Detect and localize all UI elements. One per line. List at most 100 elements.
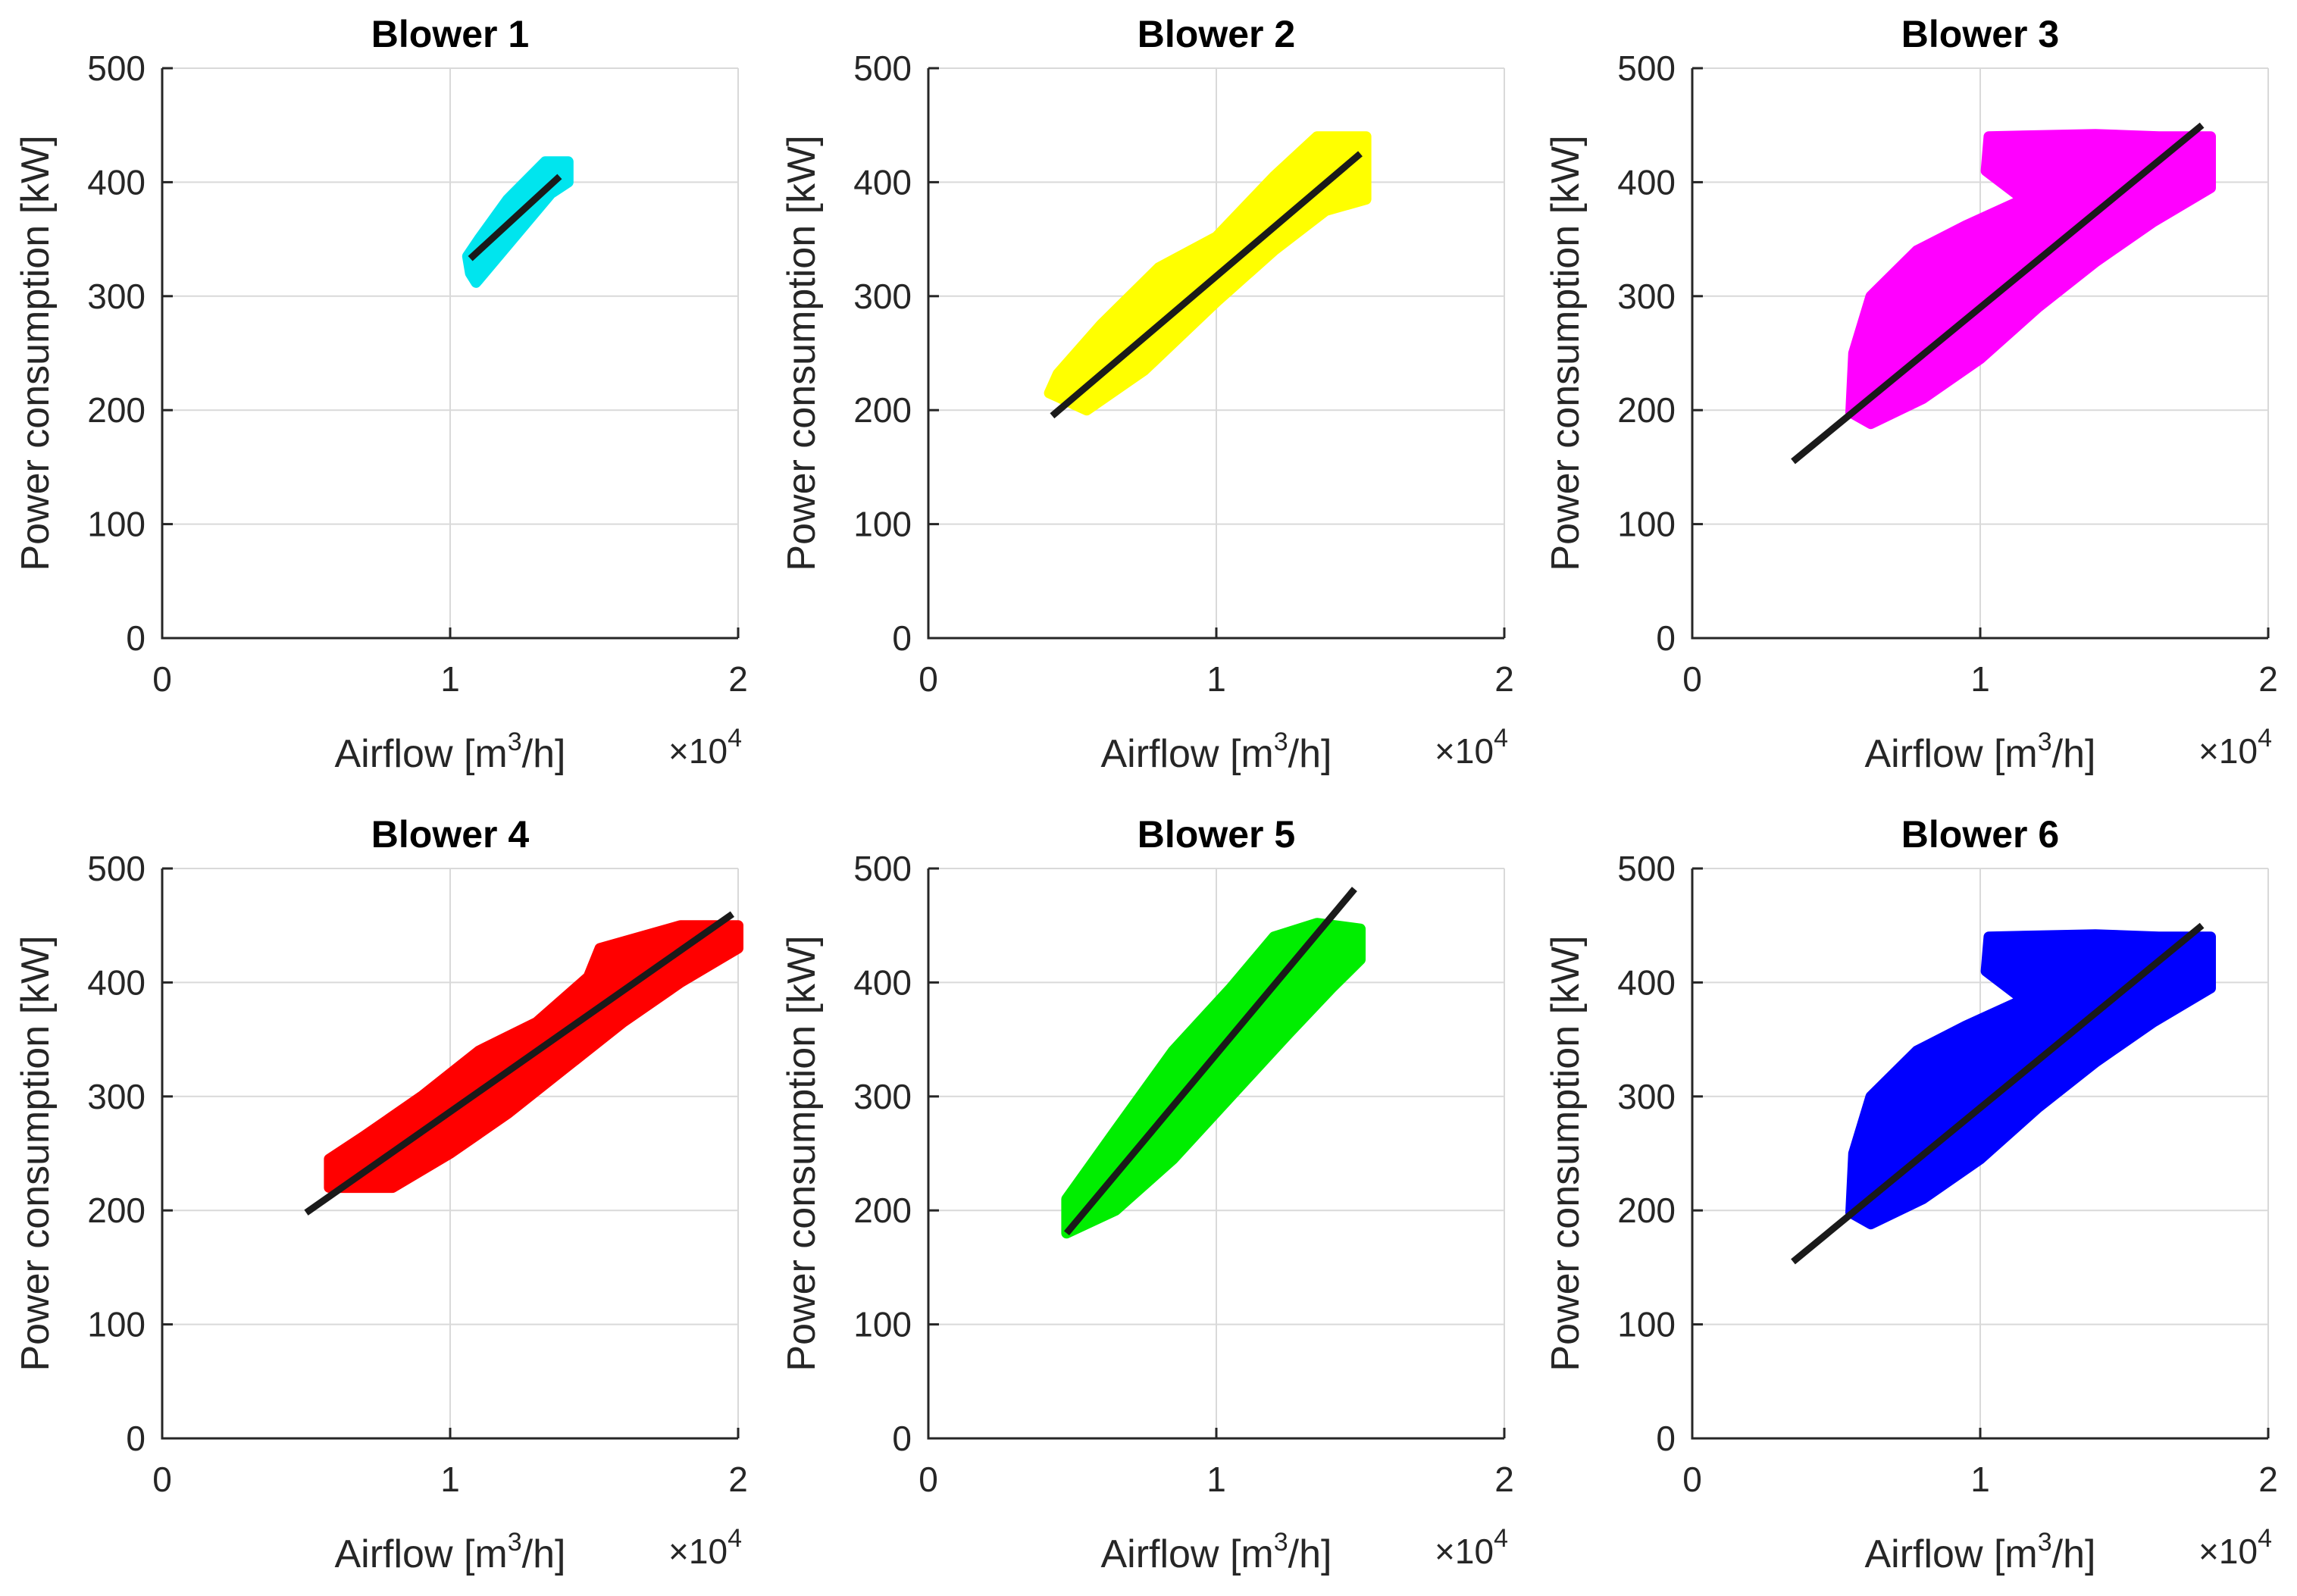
x-multiplier: ×104 bbox=[668, 724, 742, 771]
y-axis-label: Power consumption [kW] bbox=[14, 135, 58, 571]
y-tick-label: 300 bbox=[87, 277, 146, 316]
y-axis-label: Power consumption [kW] bbox=[780, 135, 824, 571]
x-axis-label-pre: Airflow [m bbox=[1101, 732, 1274, 776]
y-tick-label: 400 bbox=[87, 962, 146, 1002]
scatter-points bbox=[1845, 929, 2216, 1230]
y-tick-label: 200 bbox=[853, 1191, 912, 1230]
scatter-points bbox=[1044, 131, 1372, 416]
y-tick-label: 400 bbox=[1617, 162, 1676, 202]
y-tick-label: 300 bbox=[853, 277, 912, 316]
chart-title: Blower 3 bbox=[1901, 13, 2059, 55]
x-tick-label: 0 bbox=[152, 659, 172, 699]
x-tick-label: 1 bbox=[1206, 659, 1226, 699]
x-axis-label-pre: Airflow [m bbox=[1865, 732, 2038, 776]
x-axis-label: Airflow [m3/h] bbox=[335, 728, 566, 776]
y-tick-label: 0 bbox=[126, 1419, 146, 1458]
x-multiplier-exp: 4 bbox=[728, 1524, 742, 1553]
x-tick-label: 1 bbox=[1970, 659, 1990, 699]
x-multiplier-exp: 4 bbox=[2258, 1524, 2272, 1553]
y-tick-label: 400 bbox=[87, 162, 146, 202]
x-multiplier: ×104 bbox=[668, 1524, 742, 1571]
x-axis-label: Airflow [m3/h] bbox=[1101, 1528, 1332, 1576]
y-tick-label: 100 bbox=[87, 1305, 146, 1344]
scatter-points bbox=[1061, 918, 1366, 1239]
x-axis-label-pre: Airflow [m bbox=[335, 732, 508, 776]
fit-line bbox=[1791, 922, 2205, 1265]
y-tick-label: 100 bbox=[853, 1305, 912, 1344]
x-tick-label: 2 bbox=[728, 659, 748, 699]
x-tick-label: 1 bbox=[1206, 1460, 1226, 1499]
x-multiplier-base: ×10 bbox=[668, 1532, 728, 1571]
x-axis-label-sup: 3 bbox=[508, 728, 522, 756]
y-axis-label: Power consumption [kW] bbox=[1544, 935, 1588, 1371]
y-tick-label: 400 bbox=[853, 162, 912, 202]
x-tick-label: 1 bbox=[440, 659, 460, 699]
x-axis-label-sup: 3 bbox=[2038, 1528, 2052, 1557]
y-tick-label: 500 bbox=[853, 49, 912, 88]
x-multiplier-exp: 4 bbox=[1494, 724, 1508, 753]
x-axis-label-sup: 3 bbox=[508, 1528, 522, 1557]
x-multiplier-base: ×10 bbox=[668, 731, 728, 771]
x-tick-label: 0 bbox=[1682, 1460, 1702, 1499]
chart-panel: 0 1 2 0 100 200 300 400 500 Blower 2 Airflow [m3/h… bbox=[780, 13, 1514, 776]
y-tick-label: 100 bbox=[1617, 1305, 1676, 1344]
y-tick-label: 200 bbox=[87, 390, 146, 430]
y-tick-label: 100 bbox=[1617, 505, 1676, 544]
y-tick-label: 500 bbox=[87, 849, 146, 888]
x-tick-label: 1 bbox=[1970, 1460, 1990, 1499]
chart-panel: 0 1 2 0 100 200 300 400 500 Blower 3 Airflow [m3/h… bbox=[1544, 13, 2278, 776]
y-tick-label: 300 bbox=[1617, 277, 1676, 316]
y-axis-label: Power consumption [kW] bbox=[780, 935, 824, 1371]
x-multiplier: ×104 bbox=[1435, 724, 1508, 771]
x-axis-label-pre: Airflow [m bbox=[1865, 1532, 2038, 1576]
x-tick-label: 2 bbox=[1494, 659, 1514, 699]
x-tick-label: 2 bbox=[2258, 659, 2278, 699]
x-tick-label: 0 bbox=[918, 1460, 938, 1499]
x-multiplier-base: ×10 bbox=[2198, 1532, 2258, 1571]
chart-title: Blower 1 bbox=[371, 13, 529, 55]
x-multiplier-exp: 4 bbox=[2258, 724, 2272, 753]
y-axis-label: Power consumption [kW] bbox=[14, 935, 58, 1371]
chart-title: Blower 6 bbox=[1901, 813, 2059, 856]
x-multiplier-base: ×10 bbox=[1435, 1532, 1494, 1571]
chart-panel: 0 1 2 0 100 200 300 400 500 Blower 1 Airflow [m3/h… bbox=[14, 13, 748, 776]
fit-line bbox=[1791, 122, 2205, 465]
y-tick-label: 200 bbox=[87, 1191, 146, 1230]
chart-panel: 0 1 2 0 100 200 300 400 500 Blower 6 Airflow [m3/h… bbox=[1544, 813, 2278, 1576]
y-axis-label: Power consumption [kW] bbox=[1544, 135, 1588, 571]
x-multiplier-exp: 4 bbox=[728, 724, 742, 753]
x-multiplier-base: ×10 bbox=[2198, 731, 2258, 771]
x-axis-label-post: /h] bbox=[1288, 1532, 1332, 1576]
x-axis-label: Airflow [m3/h] bbox=[1865, 1528, 2096, 1576]
x-axis-label-pre: Airflow [m bbox=[1101, 1532, 1274, 1576]
scatter-points bbox=[1845, 129, 2216, 430]
x-axis-label-sup: 3 bbox=[1274, 1528, 1288, 1557]
x-axis-label-post: /h] bbox=[2052, 1532, 2096, 1576]
x-axis-label-sup: 3 bbox=[2038, 728, 2052, 756]
y-tick-label: 0 bbox=[892, 618, 912, 658]
x-axis-label: Airflow [m3/h] bbox=[1101, 728, 1332, 776]
y-tick-label: 0 bbox=[1656, 618, 1676, 658]
x-axis-label-post: /h] bbox=[1288, 732, 1332, 776]
chart-title: Blower 2 bbox=[1138, 13, 1295, 55]
x-axis-label-post: /h] bbox=[522, 1532, 566, 1576]
fit-line bbox=[1063, 887, 1357, 1236]
x-multiplier: ×104 bbox=[1435, 1524, 1508, 1571]
y-tick-label: 200 bbox=[853, 390, 912, 430]
x-axis-label-post: /h] bbox=[522, 732, 566, 776]
x-multiplier: ×104 bbox=[2198, 1524, 2272, 1571]
y-tick-label: 300 bbox=[1617, 1077, 1676, 1116]
y-tick-label: 500 bbox=[1617, 49, 1676, 88]
y-tick-label: 400 bbox=[853, 962, 912, 1002]
fit-line bbox=[468, 174, 562, 261]
fit-line bbox=[1050, 151, 1363, 419]
x-axis-label-sup: 3 bbox=[1274, 728, 1288, 756]
y-tick-label: 0 bbox=[892, 1419, 912, 1458]
y-tick-label: 300 bbox=[87, 1077, 146, 1116]
y-tick-label: 200 bbox=[1617, 390, 1676, 430]
y-tick-label: 500 bbox=[853, 849, 912, 888]
x-tick-label: 1 bbox=[440, 1460, 460, 1499]
y-tick-label: 200 bbox=[1617, 1191, 1676, 1230]
x-tick-label: 2 bbox=[728, 1460, 748, 1499]
